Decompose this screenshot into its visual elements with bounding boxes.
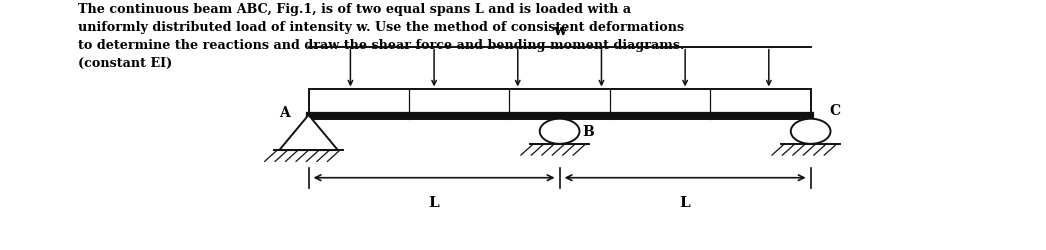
Bar bbox=[309, 90, 811, 120]
Text: L: L bbox=[680, 196, 690, 209]
Polygon shape bbox=[279, 116, 338, 150]
Ellipse shape bbox=[791, 119, 831, 144]
Text: The continuous beam ABC, Fig.1, is of two equal spans L and is loaded with a
uni: The continuous beam ABC, Fig.1, is of tw… bbox=[78, 2, 685, 69]
Text: B: B bbox=[583, 125, 594, 139]
Text: A: A bbox=[279, 106, 290, 120]
Text: w: w bbox=[553, 24, 566, 38]
Ellipse shape bbox=[540, 119, 579, 144]
Text: C: C bbox=[829, 104, 841, 118]
Text: L: L bbox=[429, 196, 439, 209]
